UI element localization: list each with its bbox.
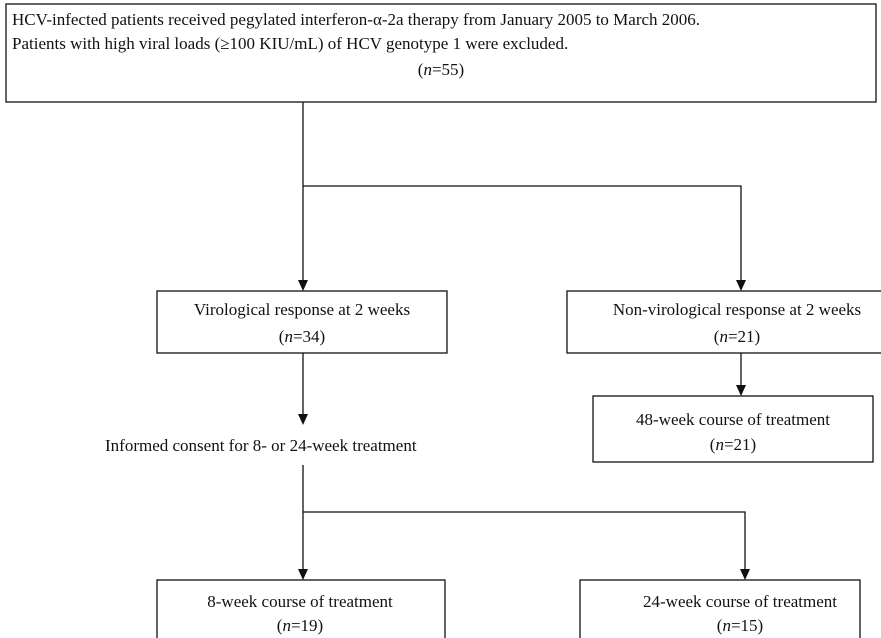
arrowhead [298,414,308,425]
node-count: (n=55) [418,60,464,79]
box [566,290,881,354]
node-text: Informed consent for 8- or 24-week treat… [105,436,417,455]
node-text: HCV-infected patients received pegylated… [12,10,700,29]
text-part: n [719,327,728,346]
box [592,395,874,463]
text-part: =34) [293,327,325,346]
node-text: Patients with high viral loads (≥100 KIU… [12,34,568,53]
node-text: 8-week course of treatment [207,592,393,611]
text-part: =21) [724,435,756,454]
box [5,3,877,103]
text-part: =55) [432,60,464,79]
node-count: (n=15) [717,616,763,635]
text-part: ( [418,60,424,79]
text-part: =15) [731,616,763,635]
arrowhead [298,280,746,291]
text-part: ( [279,327,285,346]
text-part: n [282,616,291,635]
node-text: Virological response at 2 weeks [194,300,410,319]
node-count: (n=21) [714,327,760,346]
text-part: ( [277,616,283,635]
text-part: n [284,327,293,346]
node-text: 24-week course of treatment [643,592,837,611]
node-text: Non-virological response at 2 weeks [613,300,861,319]
text-part: =21) [728,327,760,346]
text-part: ( [717,616,723,635]
node-text: 48-week course of treatment [636,410,830,429]
connector [302,102,742,280]
text-part: ( [714,327,720,346]
node-count: (n=34) [279,327,325,346]
arrowhead [298,569,750,580]
text-part: =19) [291,616,323,635]
text-part: ( [710,435,716,454]
arrowhead [736,385,746,396]
node-count: (n=21) [710,435,756,454]
text-part: n [715,435,724,454]
box [156,290,448,354]
connector [302,465,746,569]
text-part: n [423,60,432,79]
node-count: (n=19) [277,616,323,635]
box [579,579,861,638]
text-part: n [722,616,731,635]
box [156,579,446,638]
